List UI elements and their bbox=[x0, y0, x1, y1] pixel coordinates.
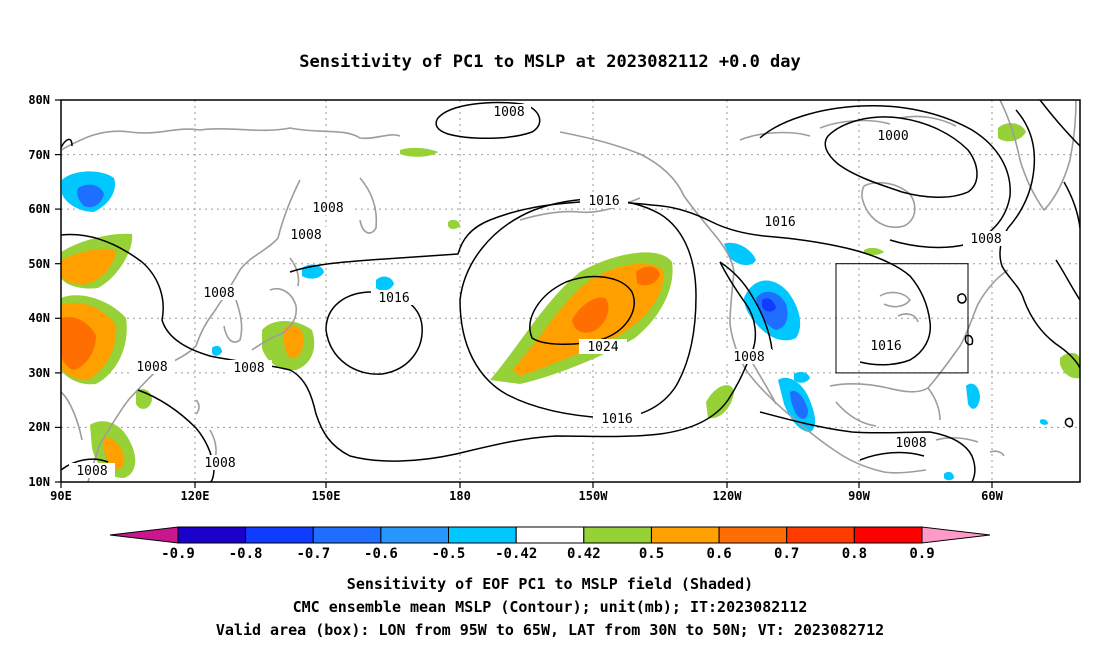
lon-tick-label: 150W bbox=[579, 489, 609, 503]
shade-eastpac-green bbox=[706, 385, 734, 419]
lat-tick-label: 80N bbox=[28, 93, 50, 107]
colorbar-tick-label: -0.7 bbox=[296, 546, 330, 562]
colorbar-swatch bbox=[177, 526, 247, 544]
colorbar: -0.9 -0.8 -0.7 -0.6 -0.5 -0.42 0.42 0.5 0.6 0.7 0.… bbox=[109, 526, 991, 562]
contour-label: 1016 bbox=[764, 215, 795, 230]
colorbar-tick-label: 0.8 bbox=[842, 546, 867, 562]
lon-tick-label: 90W bbox=[848, 489, 870, 503]
shade-northasia-orange bbox=[61, 248, 116, 285]
shade-gulf-cyan-small bbox=[794, 371, 810, 383]
contour-label: 1008 bbox=[76, 464, 107, 479]
contour-label: 1008 bbox=[895, 436, 926, 451]
colorbar-tick-label: 0.5 bbox=[639, 546, 664, 562]
lon-axis-labels: 90E 120E 150E 180 150W 120W 90W 60W bbox=[50, 489, 1003, 503]
colorbar-swatch bbox=[583, 526, 652, 544]
lat-tick-label: 30N bbox=[28, 366, 50, 380]
shade-atlantic-cyan bbox=[966, 383, 980, 409]
shade-atlantic-cyan-small bbox=[1040, 419, 1048, 425]
contour-label: 1008 bbox=[312, 201, 343, 216]
coastlines bbox=[61, 100, 1077, 482]
contour-label: 1008 bbox=[733, 350, 764, 365]
lat-tick-label: 40N bbox=[28, 311, 50, 325]
lat-tick-label: 20N bbox=[28, 420, 50, 434]
colorbar-tick-label: 0.7 bbox=[774, 546, 799, 562]
lat-tick-label: 60N bbox=[28, 202, 50, 216]
colorbar-swatch bbox=[380, 526, 449, 544]
contour-label: 1024 bbox=[587, 340, 618, 355]
shade-japan-orange bbox=[283, 325, 304, 359]
lat-tick-label: 70N bbox=[28, 148, 50, 162]
contour-label: 1016 bbox=[378, 291, 409, 306]
caption-line-2: CMC ensemble mean MSLP (Contour); unit(m… bbox=[293, 598, 808, 616]
colorbar-tick-label: -0.9 bbox=[161, 546, 195, 562]
colorbar-swatch bbox=[786, 526, 855, 544]
shade-caribbean-cyan bbox=[944, 471, 954, 481]
contour-labels: 1008 1008 1008 1008 1008 1016 1024 1016 … bbox=[69, 104, 1009, 479]
lon-tick-label: 60W bbox=[981, 489, 1003, 503]
lat-axis-labels: 80N 70N 60N 50N 40N 30N 20N 10N bbox=[28, 93, 50, 489]
contour-label: 1016 bbox=[870, 339, 901, 354]
valid-area-box bbox=[835, 263, 969, 374]
lon-tick-label: 120W bbox=[713, 489, 743, 503]
contour-label: 1016 bbox=[588, 194, 619, 209]
colorbar-swatch bbox=[312, 526, 382, 544]
contour-label: 1008 bbox=[203, 286, 234, 301]
shade-arctic-green bbox=[400, 147, 438, 157]
contour-label: 1008 bbox=[136, 360, 167, 375]
shade-siberia-blue bbox=[77, 184, 104, 208]
lat-tick-label: 10N bbox=[28, 475, 50, 489]
colorbar-swatch bbox=[515, 526, 585, 544]
shade-greenland-green bbox=[998, 123, 1026, 142]
caption-line-3: Valid area (box): LON from 95W to 65W, L… bbox=[216, 621, 884, 639]
contour-label: 1008 bbox=[970, 232, 1001, 247]
shade-westna-cyan-2 bbox=[724, 242, 756, 266]
caption-line-1: Sensitivity of EOF PC1 to MSLP field (Sh… bbox=[347, 575, 753, 593]
shade-westna-darkblue bbox=[762, 298, 776, 312]
colorbar-swatch bbox=[853, 526, 923, 544]
shade-canada-green-small bbox=[864, 247, 884, 255]
colorbar-swatch bbox=[448, 526, 517, 544]
contour-label: 1000 bbox=[877, 129, 908, 144]
colorbar-tick-label: -0.42 bbox=[495, 546, 537, 562]
contour-label: 1008 bbox=[290, 228, 321, 243]
colorbar-tick-label: -0.6 bbox=[364, 546, 398, 562]
shade-pacific-green-small bbox=[448, 219, 460, 229]
shade-pacific-darkorange bbox=[572, 297, 609, 333]
contour-label: 1008 bbox=[493, 105, 524, 120]
sensitivity-shading bbox=[61, 123, 1080, 481]
shade-westasia-darkorange bbox=[61, 316, 96, 370]
shade-mexico-blue bbox=[790, 390, 808, 419]
lon-tick-label: 150E bbox=[312, 489, 341, 503]
lat-tick-label: 50N bbox=[28, 257, 50, 271]
colorbar-tick-label: 0.42 bbox=[567, 546, 601, 562]
figure-title: Sensitivity of PC1 to MSLP at 2023082112… bbox=[299, 52, 801, 72]
colorbar-tick-label: 0.6 bbox=[706, 546, 731, 562]
frame-ticks bbox=[55, 99, 993, 488]
shade-pacific-darkorange-2 bbox=[636, 266, 660, 286]
lon-tick-label: 120E bbox=[181, 489, 210, 503]
contour-label: 1008 bbox=[204, 456, 235, 471]
colorbar-extend-high bbox=[921, 526, 991, 544]
colorbar-swatch bbox=[245, 526, 314, 544]
colorbar-extend-low bbox=[109, 526, 179, 544]
colorbar-swatch bbox=[718, 526, 788, 544]
map-frame bbox=[60, 99, 1081, 483]
colorbar-tick-label: -0.8 bbox=[229, 546, 263, 562]
contour-label: 1016 bbox=[601, 412, 632, 427]
colorbar-swatch bbox=[651, 526, 720, 544]
lon-tick-label: 90E bbox=[50, 489, 72, 503]
shade-indochina-orange bbox=[103, 437, 125, 470]
shade-pacific-cyan-small bbox=[376, 276, 394, 291]
map-content: 1008 1008 1008 1008 1008 1016 1024 1016 … bbox=[61, 100, 1080, 482]
colorbar-tick-label: -0.5 bbox=[432, 546, 466, 562]
colorbar-tick-label: 0.9 bbox=[909, 546, 934, 562]
lon-tick-label: 180 bbox=[449, 489, 471, 503]
shade-china-cyan-small bbox=[212, 345, 222, 356]
contour-label: 1008 bbox=[233, 361, 264, 376]
